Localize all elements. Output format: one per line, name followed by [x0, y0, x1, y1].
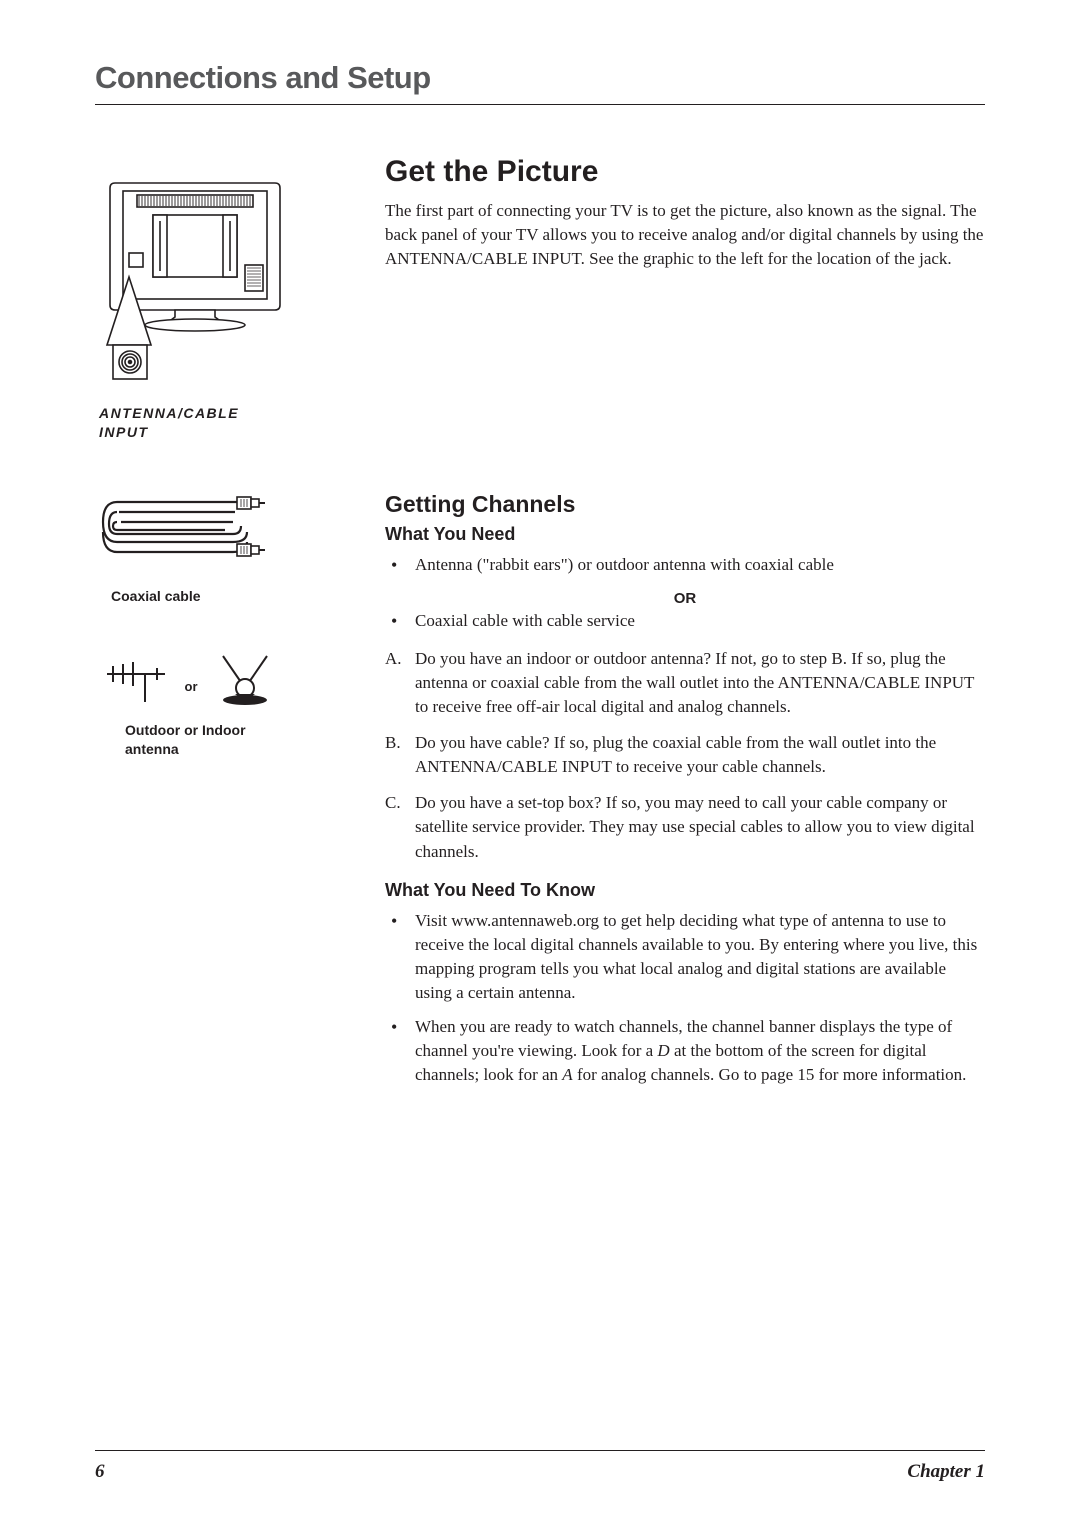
tv-figure-caption: ANTENNA/CABLE INPUT — [99, 404, 355, 442]
steps-list: A. Do you have an indoor or outdoor ante… — [385, 647, 985, 864]
content-columns: ANTENNA/CABLE INPUT — [95, 155, 985, 1100]
antenna-figure: or Outdoor or Indoor antenna — [95, 646, 355, 759]
coaxial-cable-icon — [95, 482, 275, 582]
section-title-get-picture: Get the Picture — [385, 155, 985, 189]
subsection-title-what-you-need-to-know: What You Need To Know — [385, 880, 985, 901]
caption-text: antenna — [125, 741, 179, 757]
step-text: Do you have a set-top box? If so, you ma… — [415, 793, 975, 860]
caption-text: ANTENNA/CABLE — [99, 405, 239, 421]
chapter-header: Connections and Setup — [95, 60, 985, 96]
list-item: Coaxial cable with cable service — [415, 609, 985, 633]
step-item-b: B. Do you have cable? If so, plug the co… — [415, 731, 985, 779]
figures-column: ANTENNA/CABLE INPUT — [95, 155, 355, 1100]
section-title-getting-channels: Getting Channels — [385, 491, 985, 518]
list-item: Antenna ("rabbit ears") or outdoor anten… — [415, 553, 985, 577]
header-rule — [95, 104, 985, 105]
text-span: for analog channels. Go to page 15 for m… — [573, 1065, 967, 1084]
coaxial-cable-figure: Coaxial cable — [95, 482, 355, 606]
what-you-need-list: Antenna ("rabbit ears") or outdoor anten… — [385, 553, 985, 577]
cable-figure-caption: Coaxial cable — [111, 587, 355, 606]
antenna-icon: or — [95, 646, 285, 716]
caption-text: Outdoor or Indoor — [125, 722, 246, 738]
step-marker: C. — [385, 791, 401, 815]
or-label-inline: or — [185, 679, 198, 694]
italic-a: A — [562, 1065, 572, 1084]
step-item-a: A. Do you have an indoor or outdoor ante… — [415, 647, 985, 719]
italic-d: D — [657, 1041, 669, 1060]
or-label: OR — [385, 590, 985, 607]
subsection-title-what-you-need: What You Need — [385, 524, 985, 545]
step-item-c: C. Do you have a set-top box? If so, you… — [415, 791, 985, 863]
tv-back-panel-figure: ANTENNA/CABLE INPUT — [95, 165, 355, 442]
page-footer: 6 Chapter 1 — [95, 1450, 985, 1483]
step-marker: A. — [385, 647, 402, 671]
list-item: Visit www.antennaweb.org to get help dec… — [415, 909, 985, 1006]
step-text: Do you have an indoor or outdoor antenna… — [415, 649, 974, 716]
text-column: Get the Picture The first part of connec… — [385, 155, 985, 1100]
antenna-figure-caption: Outdoor or Indoor antenna — [125, 721, 355, 759]
section-body-get-picture: The first part of connecting your TV is … — [385, 199, 985, 271]
caption-text: INPUT — [99, 424, 149, 440]
step-marker: B. — [385, 731, 401, 755]
what-you-need-to-know-list: Visit www.antennaweb.org to get help dec… — [385, 909, 985, 1088]
page-number: 6 — [95, 1461, 105, 1483]
what-you-need-list-2: Coaxial cable with cable service — [385, 609, 985, 633]
step-text: Do you have cable? If so, plug the coaxi… — [415, 733, 936, 776]
chapter-label: Chapter 1 — [907, 1461, 985, 1483]
tv-back-panel-icon — [95, 165, 295, 395]
list-item: When you are ready to watch channels, th… — [415, 1015, 985, 1087]
